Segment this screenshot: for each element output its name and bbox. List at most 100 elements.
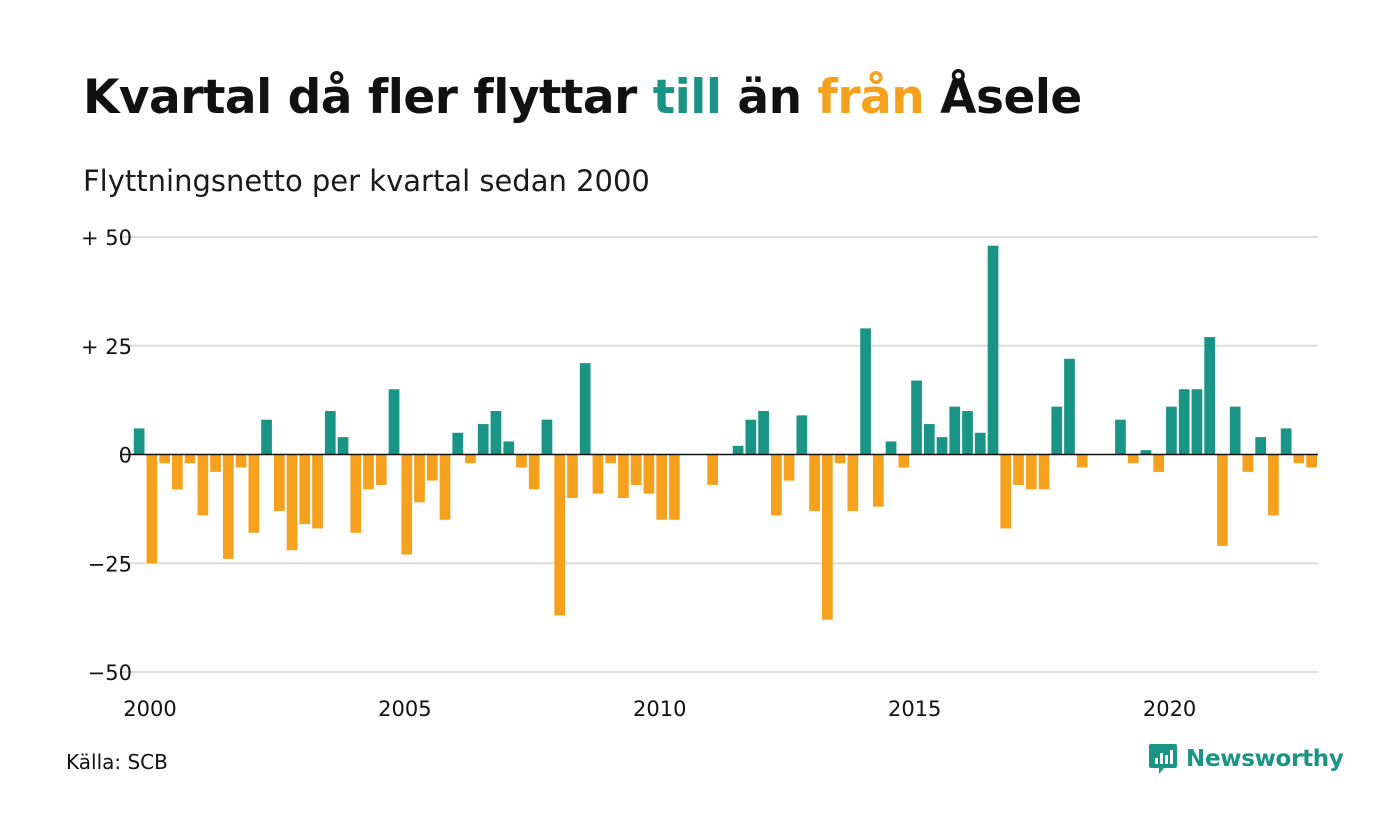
bar xyxy=(426,454,438,481)
x-axis-ticks: 2000 2005 2010 2015 2020 xyxy=(123,697,1196,721)
bar xyxy=(554,454,566,616)
bar xyxy=(248,454,260,533)
source-note: Källa: SCB xyxy=(66,750,168,774)
bar xyxy=(337,437,349,455)
bar xyxy=(1064,358,1075,455)
bar xyxy=(809,454,820,512)
bar xyxy=(771,454,782,516)
bar xyxy=(745,419,757,455)
bar xyxy=(490,411,502,455)
bar xyxy=(987,245,999,455)
bar xyxy=(1127,454,1139,464)
bar xyxy=(949,406,961,455)
bar xyxy=(1306,454,1317,468)
bar xyxy=(618,454,629,498)
bar xyxy=(1293,454,1305,464)
bar xyxy=(847,454,859,512)
bar xyxy=(528,454,540,490)
y-tick-label: + 25 xyxy=(81,335,132,359)
brand-logo: Newsworthy xyxy=(1148,742,1344,776)
x-tick-label: 2000 xyxy=(123,697,176,721)
bar xyxy=(834,454,846,464)
bar xyxy=(1191,389,1203,455)
bar xyxy=(465,454,476,464)
bar xyxy=(872,454,884,507)
bar xyxy=(898,454,910,468)
bar xyxy=(477,424,489,455)
chart-subtitle: Flyttningsnetto per kvartal sedan 2000 xyxy=(83,164,650,198)
bar xyxy=(299,454,311,525)
bar xyxy=(1076,454,1088,468)
bar xyxy=(222,454,234,559)
bar xyxy=(1115,419,1126,455)
y-tick-label: 0 xyxy=(119,444,132,468)
bar xyxy=(1178,389,1190,455)
bar xyxy=(235,454,247,468)
bar xyxy=(388,389,400,455)
y-axis-ticks: + 50 + 25 0 −25 −50 xyxy=(81,226,132,685)
bar xyxy=(821,454,833,620)
bar xyxy=(159,454,170,464)
newsworthy-logo-icon xyxy=(1149,744,1177,774)
bar xyxy=(324,411,336,455)
bar xyxy=(1242,454,1254,472)
x-tick-label: 2010 xyxy=(633,697,686,721)
bar xyxy=(1166,406,1177,455)
bar xyxy=(974,432,986,455)
bar xyxy=(401,454,413,555)
bar xyxy=(1025,454,1037,490)
bar xyxy=(592,454,604,494)
bar xyxy=(783,454,795,481)
bar xyxy=(286,454,298,551)
bar xyxy=(605,454,617,464)
bar xyxy=(796,415,808,455)
bar xyxy=(439,454,451,520)
bar xyxy=(707,454,718,485)
bar xyxy=(210,454,221,472)
title-part-2: än xyxy=(721,70,818,125)
bar xyxy=(1038,454,1050,490)
bar xyxy=(669,454,680,520)
bar xyxy=(133,428,145,455)
bar-chart: + 50 + 25 0 −25 −50 2000 2005 2010 2015 2020 xyxy=(81,226,1318,721)
bar xyxy=(541,419,553,455)
x-tick-label: 2015 xyxy=(888,697,941,721)
bar xyxy=(630,454,642,485)
bar xyxy=(936,437,948,455)
title-word-fran: från xyxy=(817,70,925,125)
y-tick-label: −50 xyxy=(88,661,132,685)
bar xyxy=(452,432,464,455)
bar xyxy=(758,411,769,455)
brand-name: Newsworthy xyxy=(1186,746,1344,772)
x-tick-label: 2020 xyxy=(1143,697,1196,721)
bar xyxy=(643,454,655,494)
bar xyxy=(312,454,323,529)
bar xyxy=(414,454,425,503)
bar xyxy=(375,454,387,485)
bar xyxy=(516,454,527,468)
bar xyxy=(732,445,744,455)
y-tick-label: −25 xyxy=(88,552,132,576)
bar xyxy=(1229,406,1241,455)
bar xyxy=(567,454,578,498)
bar xyxy=(1051,406,1063,455)
bar xyxy=(146,454,158,564)
x-tick-label: 2005 xyxy=(378,697,431,721)
bar xyxy=(273,454,285,512)
bar xyxy=(261,419,272,455)
bar xyxy=(172,454,183,490)
bar xyxy=(962,411,973,455)
y-tick-label: + 50 xyxy=(81,226,132,250)
bar xyxy=(350,454,362,533)
title-part-3: Åsele xyxy=(924,70,1082,125)
bar-layer xyxy=(133,245,1317,620)
title-part-1: Kvartal då fler flyttar xyxy=(83,70,653,125)
bar xyxy=(197,454,209,516)
bar xyxy=(1000,454,1012,529)
bar xyxy=(363,454,374,490)
bar xyxy=(923,424,935,455)
bar xyxy=(1255,437,1267,455)
bar xyxy=(1280,428,1292,455)
bar xyxy=(184,454,196,464)
bar xyxy=(503,441,515,455)
